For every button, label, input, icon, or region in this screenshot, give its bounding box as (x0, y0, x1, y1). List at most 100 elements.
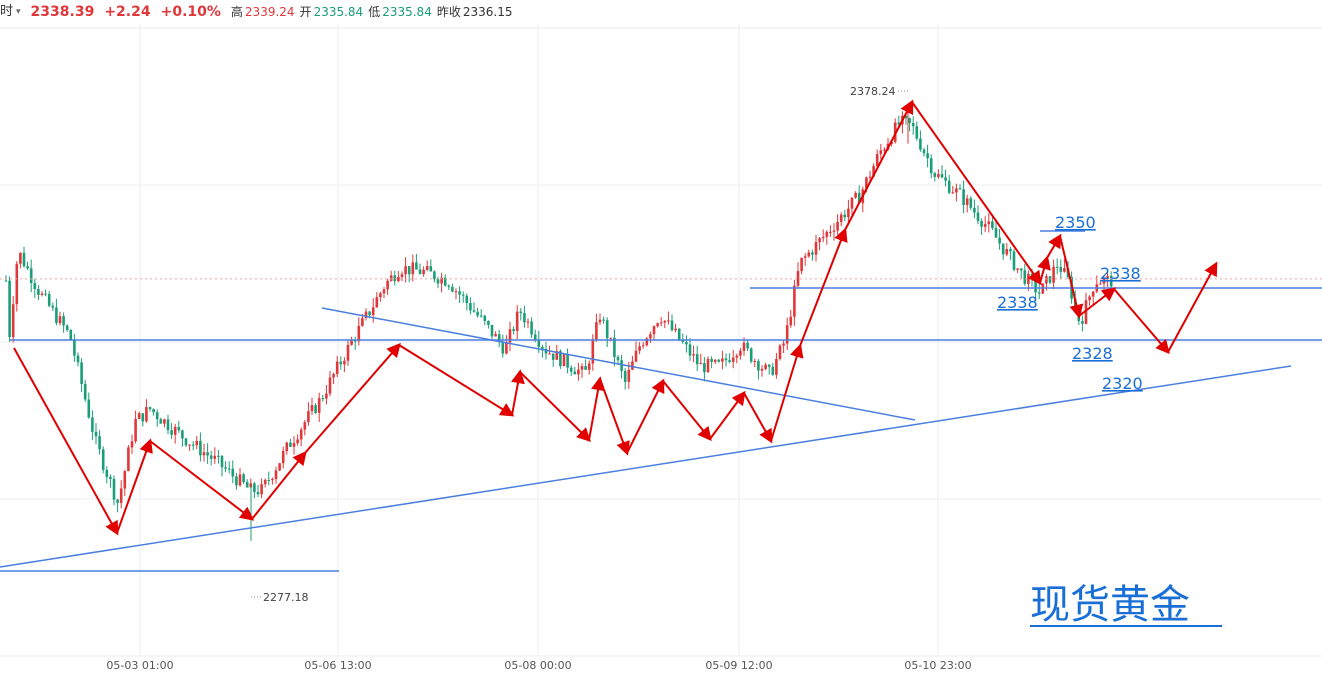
candle (346, 339, 350, 366)
candle (40, 291, 44, 297)
candle (101, 446, 105, 474)
candle-body (501, 341, 505, 354)
wave-arrowhead (759, 427, 773, 444)
candle (551, 353, 555, 367)
candle-body (335, 361, 339, 374)
candle-body (137, 413, 141, 419)
candle-body (440, 277, 443, 284)
candle-body (645, 338, 649, 346)
candle (911, 116, 915, 135)
candle-body (487, 320, 490, 325)
candle (440, 272, 443, 293)
wave-arrowhead (1048, 233, 1062, 250)
candle (796, 262, 800, 288)
candle-body (973, 207, 976, 213)
candle (767, 363, 771, 375)
candle-body (159, 419, 163, 424)
candle-body (926, 153, 929, 159)
candle (850, 197, 854, 217)
candle-body (526, 321, 530, 323)
candle (235, 472, 238, 490)
candle-body (425, 266, 429, 270)
candle (631, 355, 634, 371)
candle (998, 228, 1001, 250)
candle-body (857, 192, 861, 204)
candle (80, 358, 83, 392)
candle (332, 372, 335, 385)
level-label: 2328 (1072, 344, 1113, 363)
candle-body (991, 221, 994, 229)
timeframe-label[interactable]: 时 (0, 4, 14, 19)
candle (494, 331, 497, 337)
candle-body (393, 275, 397, 282)
candle (829, 225, 832, 237)
candle-body (724, 358, 728, 361)
wave-arrowhead (1100, 287, 1117, 302)
candle-body (602, 319, 605, 321)
candle-body (749, 348, 753, 362)
candle-body (782, 343, 785, 346)
candle-body (515, 311, 519, 332)
candle-body (764, 364, 767, 369)
candle-body (361, 318, 364, 326)
candle (854, 191, 857, 199)
candle (587, 360, 591, 375)
candle (645, 336, 649, 347)
candle (616, 355, 620, 364)
candle-body (191, 444, 195, 446)
candle-body (267, 479, 271, 481)
candle-body (145, 407, 148, 422)
candle (145, 399, 148, 423)
candle (11, 295, 15, 343)
candle (703, 357, 706, 382)
candle-body (836, 221, 839, 231)
timeframe-dropdown-icon[interactable]: ▾ (16, 7, 21, 17)
candle (706, 356, 710, 373)
level-label: 2338 (1100, 264, 1141, 283)
candle-body (929, 158, 933, 174)
candle (681, 333, 685, 344)
candle (94, 423, 98, 445)
candle-body (1048, 276, 1052, 283)
candle-body (1059, 267, 1063, 272)
wave-arrowhead (1069, 303, 1084, 319)
candle-body (263, 479, 267, 485)
wave-arrowhead (790, 343, 804, 359)
candle (1052, 259, 1055, 290)
x-tick-label: 05-08 00:00 (504, 659, 571, 672)
candle-body (224, 467, 227, 469)
candle-body (512, 329, 515, 332)
candle-body (58, 316, 62, 324)
candle (206, 443, 209, 464)
candle (649, 331, 652, 344)
candle (793, 279, 796, 326)
candle (573, 366, 577, 375)
candle (105, 466, 109, 484)
candle-body (692, 354, 695, 356)
candle (897, 115, 901, 127)
prev-close-label: 昨收 (436, 5, 461, 19)
candle (109, 474, 112, 488)
candle-body (1091, 291, 1095, 297)
candle (152, 408, 155, 416)
candle-body (983, 224, 987, 227)
candle-body (922, 149, 926, 154)
candle-body (271, 479, 274, 481)
candle (1019, 268, 1023, 279)
candle-body (775, 358, 778, 375)
candle-body (350, 340, 353, 345)
candle (973, 199, 976, 219)
candle-body (307, 411, 310, 423)
candle (785, 317, 789, 351)
candle (393, 270, 397, 286)
candle-body (4, 280, 8, 282)
candle-body (242, 474, 245, 483)
candle-body (497, 334, 501, 342)
candle (389, 270, 393, 282)
candle-body (325, 393, 328, 399)
candle-body (933, 173, 937, 177)
candle-body (80, 362, 83, 385)
candle-body (937, 174, 940, 177)
candle (667, 311, 670, 325)
